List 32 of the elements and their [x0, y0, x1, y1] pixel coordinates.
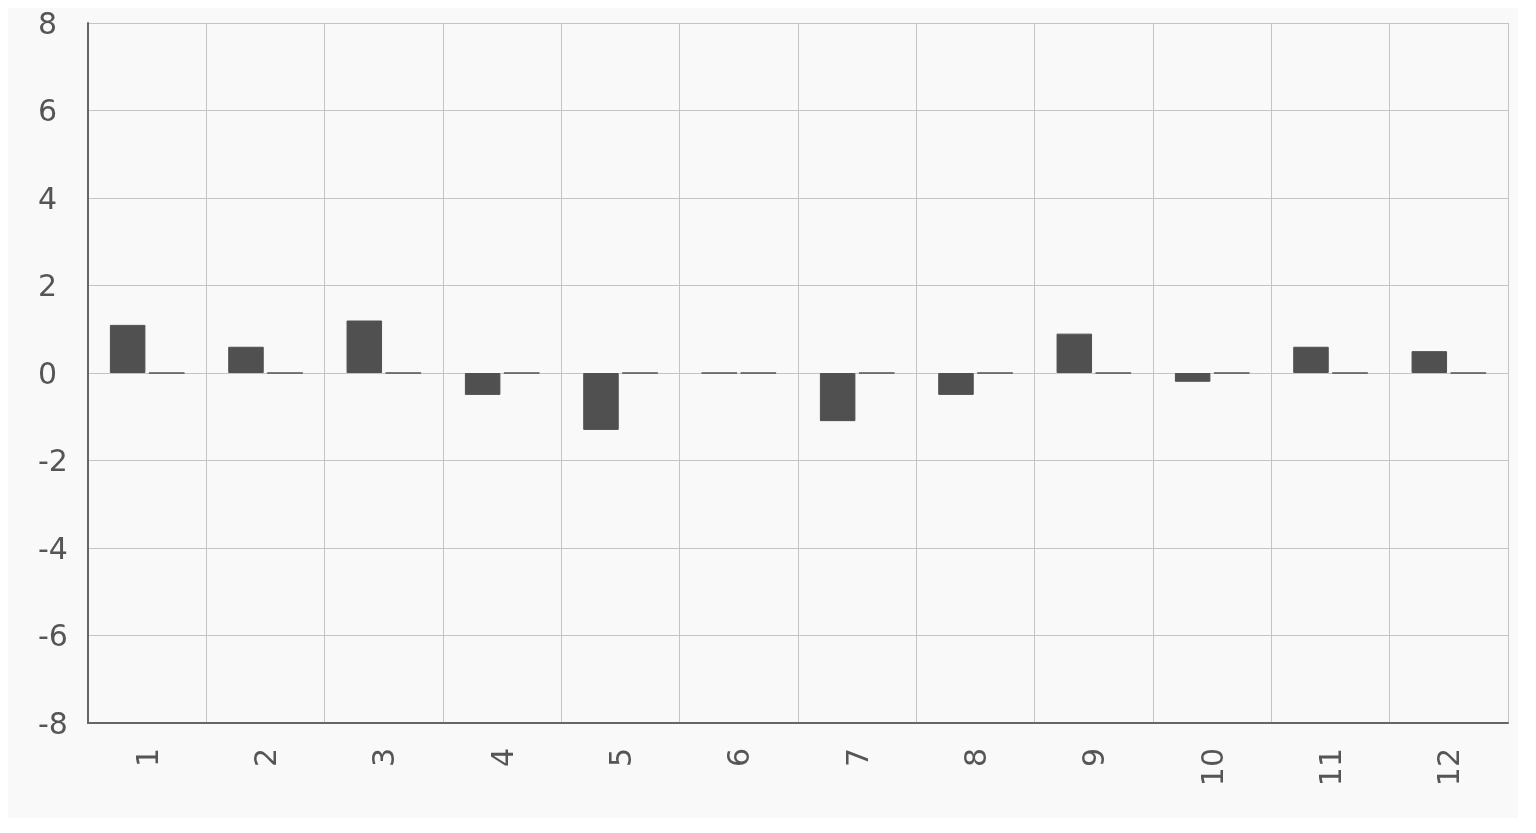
x-tick-label: 9: [1076, 748, 1112, 768]
y-tick-label: 4: [38, 180, 58, 216]
y-tick-label: 6: [38, 93, 58, 128]
bar: [938, 373, 974, 395]
bar: [109, 324, 146, 373]
x-tick-label: 7: [839, 748, 875, 768]
bar: [228, 346, 264, 373]
bar: [1293, 346, 1329, 373]
x-tick-label: 10: [1194, 748, 1230, 787]
y-tick-label: 8: [38, 5, 58, 41]
bar: [1056, 333, 1093, 373]
bar: [819, 373, 856, 422]
bar: [1411, 351, 1448, 373]
x-tick-label: 6: [721, 748, 757, 768]
x-tick-label: 1: [129, 748, 165, 768]
x-tick-label: 8: [958, 748, 993, 768]
y-tick-label: -8: [38, 705, 68, 741]
y-tick-label: -6: [38, 618, 68, 653]
y-tick-label: -2: [38, 443, 68, 478]
x-tick-label: 5: [603, 748, 638, 768]
y-tick-label: -4: [38, 530, 68, 566]
x-tick-label: 12: [1431, 748, 1467, 787]
y-tick-label: 2: [38, 268, 58, 303]
x-tick-label: 3: [366, 748, 402, 768]
y-tick-label: 0: [38, 355, 58, 391]
bar: [583, 373, 619, 430]
bar: [1174, 373, 1211, 382]
bar: [464, 373, 501, 395]
bar: [346, 320, 383, 373]
x-tick-label: 2: [248, 748, 283, 768]
x-tick-label: 4: [484, 748, 520, 768]
x-tick-label: 11: [1313, 748, 1348, 787]
